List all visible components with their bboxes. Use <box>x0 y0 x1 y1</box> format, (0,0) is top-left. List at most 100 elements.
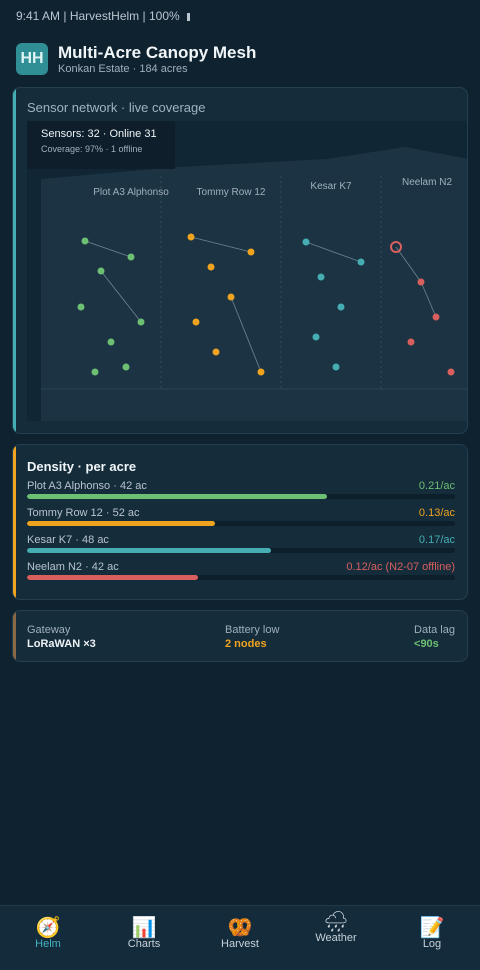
offline-sensor-node[interactable] <box>390 241 402 253</box>
density-label: Kesar K7 · 48 ac <box>27 534 109 546</box>
avatar[interactable]: HH <box>16 43 48 75</box>
sensor-node[interactable] <box>432 313 440 321</box>
pretzel-icon: 🥨 <box>227 915 253 939</box>
sensor-node[interactable] <box>192 318 200 326</box>
memo-icon: 📝 <box>419 915 445 939</box>
density-title: Density · per acre <box>27 459 137 474</box>
sensor-node[interactable] <box>257 368 265 376</box>
coverage-card: Sensor network · live coverage Plot A3 A… <box>12 87 468 434</box>
density-label: Neelam N2 · 42 ac <box>27 561 119 573</box>
sensor-node[interactable] <box>207 263 215 271</box>
tab-label: Log <box>422 938 442 950</box>
sensor-node[interactable] <box>137 318 145 326</box>
map-terrain <box>41 147 467 421</box>
sensor-node[interactable] <box>97 267 105 275</box>
density-label: Plot A3 Alphonso · 42 ac <box>27 480 147 492</box>
gateway-label: Gateway <box>27 624 71 636</box>
coverage-title: Sensor network · live coverage <box>27 100 206 115</box>
gateway-stat: Gateway LoRaWAN ×3 <box>27 624 96 650</box>
sensor-node[interactable] <box>407 338 415 346</box>
sensor-node[interactable] <box>122 363 130 371</box>
density-bar-fill <box>27 494 327 499</box>
sensor-count: Sensors: 32 · Online 31 <box>41 128 157 140</box>
tab-label: Weather <box>315 932 357 944</box>
tab-log[interactable]: 📝 Log <box>384 906 480 970</box>
sensor-link <box>305 241 362 263</box>
tab-charts[interactable]: 📊 Charts <box>96 906 192 970</box>
sensor-links <box>84 236 437 373</box>
network-stats-card: Gateway LoRaWAN ×3 Battery low 2 nodes D… <box>12 610 468 662</box>
sensor-node[interactable] <box>337 303 345 311</box>
density-bar-track <box>27 548 455 553</box>
density-bar-fill <box>27 575 199 580</box>
density-bar-fill <box>27 521 216 526</box>
density-row: Kesar K7 · 48 ac 0.17/ac <box>27 534 455 558</box>
sensor-link <box>420 281 437 318</box>
sensor-link <box>190 236 252 253</box>
plot-label: Plot A3 Alphonso <box>93 187 169 198</box>
sensor-node[interactable] <box>212 348 220 356</box>
plot-labels: Plot A3 Alphonso Tommy Row 12 Kesar K7 Neel… <box>93 177 452 198</box>
density-row: Tommy Row 12 · 52 ac 0.13/ac <box>27 507 455 531</box>
sensor-node[interactable] <box>302 238 310 246</box>
sensor-node[interactable] <box>447 368 455 376</box>
sensor-map-canvas: Plot A3 Alphonso Tommy Row 12 Kesar K7 Neel… <box>41 147 467 421</box>
density-bar-track <box>27 494 455 499</box>
sensor-link <box>100 270 142 323</box>
card-accent <box>13 88 16 433</box>
plot-dividers <box>160 176 382 389</box>
density-row: Neelam N2 · 42 ac 0.12/ac (N2-07 offline) <box>27 561 455 585</box>
sensor-node[interactable] <box>332 363 340 371</box>
sensor-node[interactable] <box>91 368 99 376</box>
data-lag-value: <90s <box>414 638 439 650</box>
sensor-node[interactable] <box>187 233 195 241</box>
sensor-nodes <box>77 233 455 376</box>
page-subtitle: Konkan Estate · 184 acres <box>58 62 188 75</box>
bar-chart-icon: 📊 <box>131 915 157 939</box>
sensor-node[interactable] <box>417 278 425 286</box>
rain-cloud-icon: 🌧 <box>323 909 349 933</box>
sensor-link <box>395 246 422 283</box>
density-card: Density · per acre Plot A3 Alphonso · 42… <box>12 444 468 600</box>
data-lag-label: Data lag <box>414 624 455 636</box>
battery-low-label: Battery low <box>225 624 280 636</box>
status-battery: 100% <box>148 9 180 23</box>
plot-label: Tommy Row 12 <box>197 187 266 198</box>
status-app: HarvestHelm <box>69 9 140 23</box>
sensor-node[interactable] <box>317 273 325 281</box>
status-bar: 9:41 AM | HarvestHelm | 100% <box>16 9 191 23</box>
tab-label: Harvest <box>221 938 259 950</box>
sensor-node[interactable] <box>357 258 365 266</box>
tab-weather[interactable]: 🌧 Weather <box>288 906 384 970</box>
sensor-link <box>84 240 132 258</box>
gateway-value: LoRaWAN ×3 <box>27 638 96 650</box>
density-bar-track <box>27 521 455 526</box>
density-row: Plot A3 Alphonso · 42 ac 0.21/ac <box>27 480 455 504</box>
density-value: 0.12/ac (N2-07 offline) <box>346 561 455 573</box>
tab-label: Helm <box>35 938 61 950</box>
battery-icon <box>187 12 191 21</box>
battery-low-value: 2 nodes <box>225 638 267 650</box>
plot-label: Neelam N2 <box>402 177 452 188</box>
tab-harvest[interactable]: 🥨 Harvest <box>192 906 288 970</box>
density-value: 0.13/ac <box>418 507 455 519</box>
plot-label: Kesar K7 <box>310 181 352 192</box>
sensor-node[interactable] <box>312 333 320 341</box>
tab-label: Charts <box>127 938 161 950</box>
bottom-tab-bar: 🧭 Helm 📊 Charts 🥨 Harvest 🌧 Weather 📝 Log <box>0 905 480 970</box>
sensor-link <box>230 296 262 373</box>
sensor-node[interactable] <box>227 293 235 301</box>
density-label: Tommy Row 12 · 52 ac <box>27 507 140 519</box>
sensor-node[interactable] <box>77 303 85 311</box>
card-accent <box>13 445 16 599</box>
density-bar-fill <box>27 548 271 553</box>
sensor-node[interactable] <box>127 253 135 261</box>
card-accent <box>13 611 16 661</box>
sensor-node[interactable] <box>247 248 255 256</box>
coverage-summary: Sensors: 32 · Online 31 Coverage: 97% · … <box>27 121 175 169</box>
tab-helm[interactable]: 🧭 Helm <box>0 906 96 970</box>
data-lag-stat: Data lag <90s <box>414 624 455 650</box>
sensor-node[interactable] <box>81 237 89 245</box>
sensor-node[interactable] <box>107 338 115 346</box>
sensor-map[interactable]: Plot A3 Alphonso Tommy Row 12 Kesar K7 Neel… <box>27 121 467 421</box>
